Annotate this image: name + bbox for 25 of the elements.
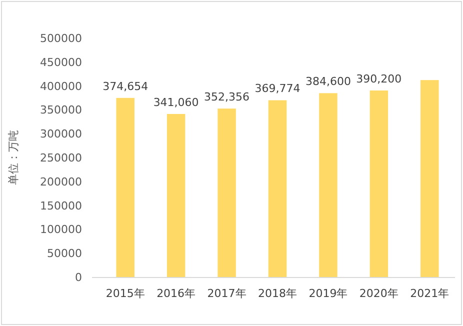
y-tick-label: 250000 bbox=[40, 152, 82, 164]
x-tick-label: 2018年 bbox=[258, 287, 297, 300]
x-tick-label: 2017年 bbox=[207, 287, 246, 300]
data-label: 369,774 bbox=[254, 82, 300, 96]
y-tick-label: 300000 bbox=[40, 128, 82, 141]
data-label: 341,060 bbox=[153, 96, 199, 109]
y-tick-label: 50000 bbox=[47, 247, 82, 260]
y-tick-label: 0 bbox=[75, 271, 82, 284]
data-label: 352,356 bbox=[204, 90, 250, 104]
data-label: 374,654 bbox=[102, 80, 148, 93]
y-tick-label: 150000 bbox=[40, 199, 82, 212]
y-tick-label: 350000 bbox=[40, 104, 82, 117]
x-tick-label: 2019年 bbox=[308, 287, 348, 300]
y-tick-label: 500000 bbox=[40, 32, 82, 45]
y-tick-label: 200000 bbox=[40, 175, 82, 188]
x-tick-label: 2015年 bbox=[106, 287, 145, 300]
x-tick-label: 2020年 bbox=[359, 287, 398, 300]
y-tick-label: 400000 bbox=[40, 80, 82, 93]
y-tick-label: 100000 bbox=[40, 223, 82, 236]
data-label: 384,600 bbox=[305, 75, 351, 88]
data-label: 390,200 bbox=[356, 72, 402, 86]
y-tick-label: 450000 bbox=[40, 56, 82, 69]
x-tick-label: 2021年 bbox=[410, 287, 450, 300]
y-axis-title: 单位：万吨 bbox=[7, 130, 20, 185]
x-tick-label: 2016年 bbox=[156, 287, 196, 300]
